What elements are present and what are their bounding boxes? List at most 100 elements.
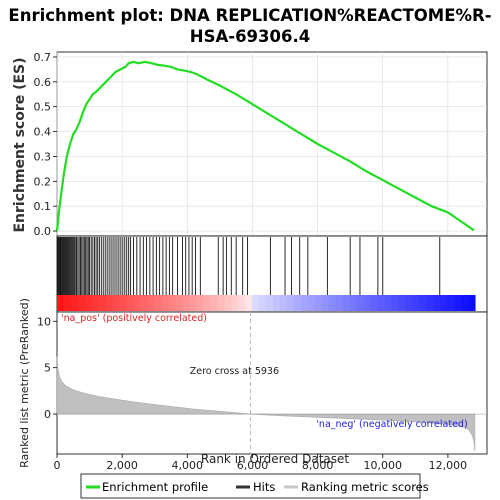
heatmap-segment (203, 295, 211, 311)
heatmap-segment (119, 295, 128, 311)
heatmap-segment (272, 295, 281, 311)
heatmap-segment (112, 295, 121, 311)
heatmap-segment (175, 295, 183, 311)
heatmap-segment (412, 295, 420, 311)
metric-axis-label: Ranked list metric (PreRanked) (18, 298, 31, 468)
heatmap-segment (426, 295, 434, 311)
heatmap-segment (133, 295, 142, 311)
heatmap-segment (231, 295, 239, 311)
heatmap-segment (154, 295, 163, 311)
heatmap-segment (384, 295, 392, 311)
legend-metric-label: Ranking metric scores (301, 480, 429, 494)
heatmap-segment (168, 295, 177, 311)
heatmap-segment (189, 295, 197, 311)
x-tick-label: 10,000 (364, 459, 403, 472)
legend-box (80, 473, 421, 499)
heatmap-segment (342, 295, 351, 311)
heatmap-segment (224, 295, 232, 311)
es-tick-label: 0.2 (34, 175, 52, 188)
heatmap-segment (182, 295, 190, 311)
es-tick-label: 0.3 (34, 150, 52, 163)
heatmap-segment (147, 295, 156, 311)
heatmap-segment (335, 295, 344, 311)
heatmap-segment (391, 295, 399, 311)
heatmap-segment (321, 295, 330, 311)
heatmap-segment (419, 295, 427, 311)
es-tick-label: 0.0 (34, 225, 52, 238)
heatmap-segment (300, 295, 309, 311)
x-axis-label: Rank in Ordered Dataset (201, 452, 349, 466)
heatmap-segment (91, 295, 100, 311)
es-tick-label: 0.5 (34, 101, 52, 114)
zero-cross-label: Zero cross at 5936 (190, 366, 279, 377)
heatmap-segment (84, 295, 93, 311)
heatmap-segment (405, 295, 413, 311)
rank-heatmap-bar (57, 295, 476, 311)
legend-enrichment-label: Enrichment profile (102, 480, 208, 494)
heatmap-segment (370, 295, 379, 311)
heatmap-segment (161, 295, 170, 311)
metric-tick-label: 0 (44, 408, 51, 421)
heatmap-segment (356, 295, 365, 311)
heatmap-segment (196, 295, 204, 311)
heatmap-segment (63, 295, 72, 311)
heatmap-segment (461, 295, 469, 311)
metric-panel (56, 311, 488, 455)
heatmap-segment (398, 295, 406, 311)
heatmap-segment (210, 295, 218, 311)
es-axis-ticks: 0.0 0.1 0.2 0.3 0.4 0.5 0.6 0.7 (34, 51, 57, 238)
x-tick-label: 2,000 (106, 459, 138, 472)
heatmap-segment (447, 295, 455, 311)
heatmap-segment (217, 295, 225, 311)
metric-tick-label: 10 (37, 315, 51, 328)
neg-label: 'na_neg' (negatively correlated) (316, 419, 467, 430)
heatmap-segment (57, 295, 65, 311)
heatmap-segment (467, 295, 476, 311)
heatmap-segment (286, 295, 295, 311)
chart-title-line-1: Enrichment plot: DNA REPLICATION%REACTOM… (8, 6, 491, 25)
es-axis-label: Enrichment score (ES) (12, 57, 28, 232)
heatmap-segment (328, 295, 337, 311)
enrichment-profile-polyline (55, 60, 475, 232)
es-tick-label: 0.4 (34, 126, 52, 139)
heatmap-segment (279, 295, 288, 311)
heatmap-segment (377, 295, 385, 311)
metric-axis-ticks: 0 5 10 (37, 315, 57, 421)
heatmap-segment (433, 295, 441, 311)
heatmap-segment (440, 295, 448, 311)
heatmap-segment (265, 295, 274, 311)
heatmap-segment (245, 295, 253, 311)
hit-markers (57, 237, 441, 295)
es-tick-label: 0.7 (34, 51, 52, 64)
heatmap-segment (70, 295, 79, 311)
x-axis-ticks: 0 2,000 4,000 6,000 8,000 10,000 12,000 (54, 454, 468, 472)
enrichment-profile-line (55, 60, 475, 232)
es-panel (56, 51, 488, 237)
x-tick-label: 8,000 (302, 459, 334, 472)
legend-hits-label: Hits (253, 480, 275, 494)
heatmap-segment (454, 295, 462, 311)
heatmap-segment (293, 295, 302, 311)
x-tick-label: 6,000 (237, 459, 269, 472)
heatmap-segment (77, 295, 86, 311)
ranking-metric-area (56, 356, 487, 452)
heatmap-segment (105, 295, 114, 311)
pos-label: 'na_pos' (positively correlated) (61, 313, 207, 324)
metric-tick-label: 5 (44, 362, 51, 375)
es-tick-label: 0.1 (34, 200, 52, 213)
heatmap-segment (98, 295, 107, 311)
heatmap-segment (259, 295, 267, 311)
chart-title-line-2: HSA-69306.4 (190, 27, 310, 46)
x-tick-label: 12,000 (429, 459, 468, 472)
heatmap-segment (363, 295, 372, 311)
heatmap-segment (314, 295, 323, 311)
heatmap-segment (349, 295, 358, 311)
heatmap-segment (126, 295, 135, 311)
heatmap-segment (238, 295, 246, 311)
heatmap-segment (252, 295, 260, 311)
es-tick-label: 0.6 (34, 76, 52, 89)
heatmap-segment (140, 295, 149, 311)
x-tick-label: 0 (54, 459, 61, 472)
x-tick-label: 4,000 (172, 459, 204, 472)
